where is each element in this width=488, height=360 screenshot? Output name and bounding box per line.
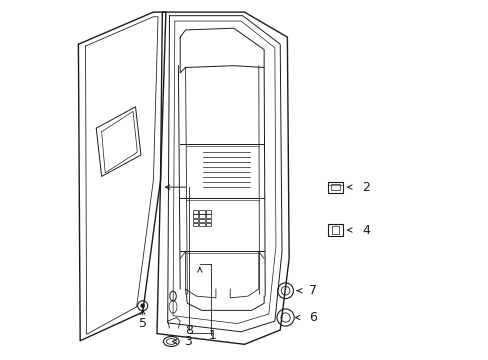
Bar	[205, 214, 211, 218]
Bar	[205, 210, 211, 213]
Text: 4: 4	[362, 224, 369, 237]
Text: 1: 1	[208, 329, 216, 342]
Bar	[192, 214, 198, 218]
Bar	[199, 223, 204, 226]
Bar	[331, 226, 339, 234]
Bar	[199, 210, 204, 213]
Bar	[205, 223, 211, 226]
Text: 8: 8	[185, 324, 193, 337]
Text: 6: 6	[308, 311, 316, 324]
Circle shape	[140, 303, 144, 308]
Bar	[199, 219, 204, 222]
Text: 2: 2	[362, 181, 369, 194]
Text: 5: 5	[139, 317, 146, 330]
Bar	[205, 219, 211, 222]
Bar	[199, 214, 204, 218]
Bar	[192, 223, 198, 226]
Bar	[192, 219, 198, 222]
Bar	[192, 210, 198, 213]
Bar	[331, 184, 339, 190]
Text: 7: 7	[308, 284, 316, 297]
Text: 3: 3	[183, 335, 191, 348]
Bar	[327, 182, 343, 193]
Bar	[328, 224, 342, 237]
